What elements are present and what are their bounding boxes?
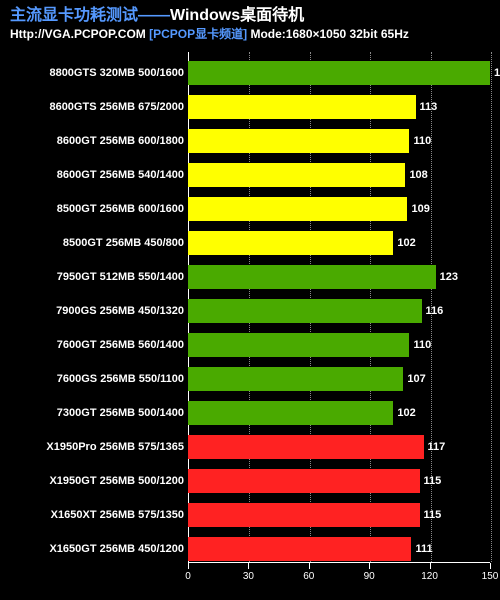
subtitle-url: Http://VGA.PCPOP.COM (10, 27, 149, 41)
bar (188, 95, 416, 119)
bar (188, 503, 420, 527)
bar-row: 8500GT 256MB 600/1600 109 (10, 192, 490, 226)
bar-row: X1950Pro 256MB 575/1365 117 (10, 430, 490, 464)
bar-label: 8600GT 256MB 540/1400 (10, 169, 184, 181)
chart-title: 主流显卡功耗测试——Windows桌面待机 (10, 6, 490, 25)
chart-container: 主流显卡功耗测试——Windows桌面待机 Http://VGA.PCPOP.C… (0, 0, 500, 600)
bar (188, 469, 420, 493)
bar-label: 7600GS 256MB 550/1100 (10, 373, 184, 385)
bar-label: 7300GT 256MB 500/1400 (10, 407, 184, 419)
bar (188, 367, 403, 391)
bar-row: 8600GT 256MB 600/1800 110 (10, 124, 490, 158)
bar (188, 61, 490, 85)
bar-row: 8600GT 256MB 540/1400 108 (10, 158, 490, 192)
bar-row: 7900GS 256MB 450/1320 116 (10, 294, 490, 328)
bar-row: X1650XT 256MB 575/1350 115 (10, 498, 490, 532)
bar-row: X1650GT 256MB 450/1200 111 (10, 532, 490, 566)
bar-value: 115 (424, 475, 442, 487)
bar-value: 150 (494, 67, 500, 79)
bar-label: 8600GT 256MB 600/1800 (10, 135, 184, 147)
x-axis: 0306090120150 (188, 563, 490, 588)
bar-label: X1950GT 256MB 500/1200 (10, 475, 184, 487)
bar-value: 109 (411, 203, 429, 215)
bar-value: 115 (424, 509, 442, 521)
bar-label: 8500GT 256MB 600/1600 (10, 203, 184, 215)
bar-row: 8800GTS 320MB 500/1600150 (10, 56, 490, 90)
bar (188, 435, 424, 459)
bar (188, 299, 422, 323)
bar-label: 7600GT 256MB 560/1400 (10, 339, 184, 351)
bar-label: 8800GTS 320MB 500/1600 (10, 67, 184, 79)
bar-row: 7300GT 256MB 500/1400 102 (10, 396, 490, 430)
x-tick (490, 563, 491, 569)
bar-value: 113 (420, 101, 438, 113)
chart-subtitle: Http://VGA.PCPOP.COM [PCPOP显卡频道] Mode:16… (10, 25, 490, 42)
gridline (491, 52, 492, 562)
bar-value: 108 (409, 169, 427, 181)
x-tick-label: 120 (421, 571, 438, 582)
bar (188, 401, 393, 425)
bar-label: X1650GT 256MB 450/1200 (10, 543, 184, 555)
bar (188, 231, 393, 255)
subtitle-mode: Mode:1680×1050 32bit 65Hz (247, 27, 409, 41)
bar (188, 537, 411, 561)
title-main: 主流显卡功耗测试—— (10, 7, 170, 24)
bar (188, 197, 407, 221)
bar-value: 102 (397, 237, 415, 249)
x-tick-label: 90 (364, 571, 375, 582)
bar-label: X1650XT 256MB 575/1350 (10, 509, 184, 521)
plot-area: 0306090120150 8800GTS 320MB 500/16001508… (10, 48, 490, 588)
bar-row: 8600GTS 256MB 675/2000 113 (10, 90, 490, 124)
bar-value: 110 (413, 339, 431, 351)
bar-row: X1950GT 256MB 500/1200 115 (10, 464, 490, 498)
bar-value: 107 (407, 373, 425, 385)
bar-row: 7950GT 512MB 550/1400 123 (10, 260, 490, 294)
bar-label: 8500GT 256MB 450/800 (10, 237, 184, 249)
title-sub: Windows桌面待机 (170, 7, 304, 24)
bar-label: 7900GS 256MB 450/1320 (10, 305, 184, 317)
bar (188, 333, 409, 357)
bar-label: X1950Pro 256MB 575/1365 (10, 441, 184, 453)
x-tick-label: 0 (185, 571, 191, 582)
bar-row: 7600GS 256MB 550/1100 107 (10, 362, 490, 396)
bar (188, 129, 409, 153)
x-tick-label: 60 (303, 571, 314, 582)
bar-value: 116 (426, 305, 444, 317)
bar-value: 102 (397, 407, 415, 419)
x-tick-label: 30 (243, 571, 254, 582)
bar-row: 8500GT 256MB 450/800 102 (10, 226, 490, 260)
bar-label: 8600GTS 256MB 675/2000 (10, 101, 184, 113)
x-tick-label: 150 (482, 571, 499, 582)
bar-value: 110 (413, 135, 431, 147)
bar-row: 7600GT 256MB 560/1400 110 (10, 328, 490, 362)
bar (188, 265, 436, 289)
bar (188, 163, 405, 187)
bar-value: 111 (415, 543, 432, 555)
subtitle-bracket: [PCPOP显卡频道] (149, 27, 247, 41)
bar-label: 7950GT 512MB 550/1400 (10, 271, 184, 283)
bar-value: 123 (440, 271, 458, 283)
bar-value: 117 (428, 441, 446, 453)
